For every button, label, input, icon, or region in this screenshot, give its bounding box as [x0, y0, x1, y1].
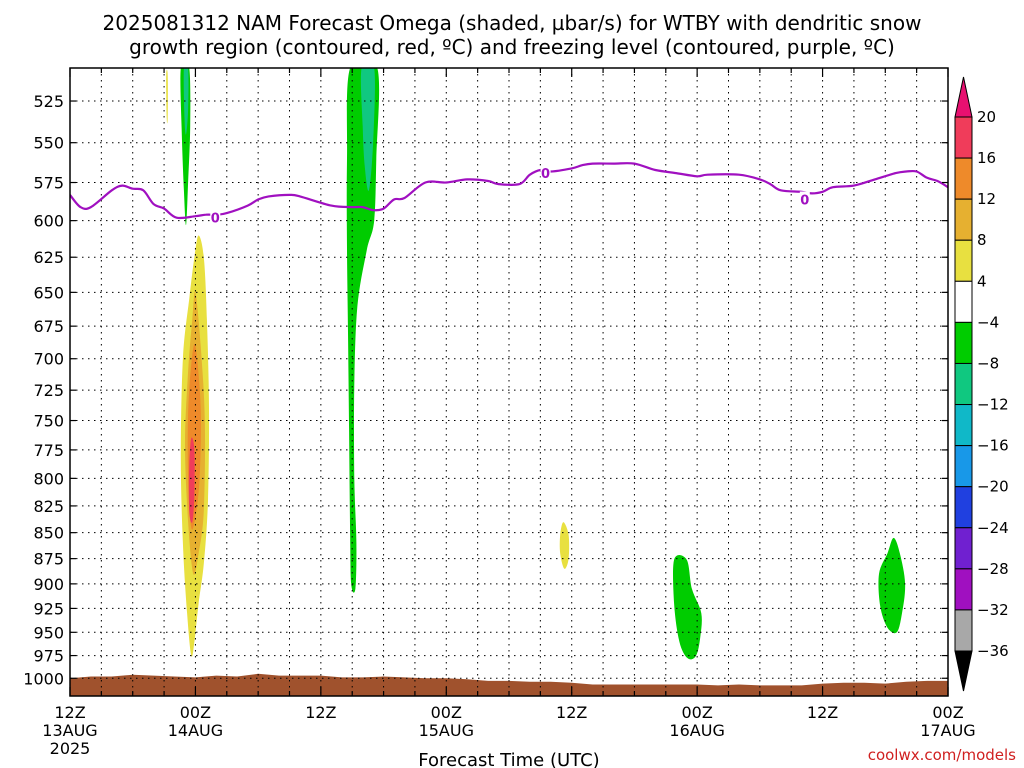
freezing-level-label: 0 — [541, 167, 550, 182]
y-tick-label: 900 — [33, 575, 64, 594]
y-tick-label: 600 — [33, 212, 64, 231]
x-tick-label-date: 14AUG — [168, 721, 223, 740]
y-tick-label: 550 — [33, 134, 64, 153]
upward-motion-strip-2 — [346, 68, 380, 593]
colorbar-label: 8 — [977, 231, 987, 249]
y-tick-label: 575 — [33, 174, 64, 193]
chart-title-line-2: growth region (contoured, red, ºC) and f… — [129, 35, 895, 59]
x-tick-label-date: 16AUG — [669, 721, 724, 740]
colorbar-label: −4 — [977, 313, 999, 331]
x-tick-label-time: 00Z — [932, 703, 963, 722]
freezing-level-label: 0 — [800, 193, 809, 208]
surface-terrain — [70, 673, 948, 696]
colorbar-label: 12 — [977, 190, 996, 208]
y-tick-label: 925 — [33, 599, 64, 618]
y-tick-label: 875 — [33, 550, 64, 569]
colorbar-swatch — [954, 198, 973, 241]
y-tick-label: 700 — [33, 350, 64, 369]
surface-terrain-fill — [70, 673, 948, 696]
colorbar-label: −16 — [977, 437, 1009, 455]
y-tick-label: 525 — [33, 92, 64, 111]
colorbar-swatch — [954, 280, 973, 323]
colorbar-label: 4 — [977, 272, 987, 290]
colorbar-label: −20 — [977, 478, 1009, 496]
positive-omega-plume-16 — [188, 437, 195, 523]
dotted-grid — [70, 68, 948, 696]
colorbar-swatch — [954, 157, 973, 200]
plot-area: 0 0 0 — [70, 68, 948, 696]
x-tick-label-year: 2025 — [50, 739, 91, 758]
colorbar-label: −8 — [977, 354, 999, 372]
x-tick-label-time: 00Z — [431, 703, 462, 722]
colorbar-swatch — [954, 527, 973, 570]
small-yellow-spike — [166, 69, 168, 124]
colorbar-label: −36 — [977, 642, 1009, 660]
freezing-level-label: 0 — [211, 212, 220, 227]
x-tick-label-time: 12Z — [556, 703, 587, 722]
freezing-level-contour: 0 0 0 — [70, 162, 948, 227]
x-tick-label-date: 17AUG — [920, 721, 975, 740]
colorbar-swatch — [954, 445, 973, 488]
colorbar-swatch — [954, 239, 973, 282]
colorbar-label: −24 — [977, 519, 1009, 537]
colorbar-swatch — [954, 609, 973, 652]
contour-label-bg — [210, 209, 221, 225]
x-tick-label-time: 00Z — [681, 703, 712, 722]
chart-title-line-1: 2025081312 NAM Forecast Omega (shaded, µ… — [103, 11, 922, 35]
y-tick-label: 650 — [33, 283, 64, 302]
y-tick-label: 825 — [33, 497, 64, 516]
upward-motion-blob-4 — [878, 537, 906, 634]
x-tick-label-time: 12Z — [305, 703, 336, 722]
colorbar-label: 16 — [977, 149, 996, 167]
small-positive-blob — [559, 522, 570, 569]
x-tick-label-time: 00Z — [180, 703, 211, 722]
x-tick-label-date: 13AUG — [42, 721, 97, 740]
x-tick-label-time: 12Z — [54, 703, 85, 722]
freezing-level-line — [70, 162, 948, 220]
upward-motion-strip-1-core — [183, 68, 189, 135]
x-tick-label-time: 12Z — [807, 703, 838, 722]
colorbar-swatch — [954, 486, 973, 529]
colorbar-swatch — [954, 321, 973, 364]
y-tick-label: 675 — [33, 317, 64, 336]
upward-motion-blob-3 — [673, 555, 702, 660]
y-tick-label: 625 — [33, 248, 64, 267]
omega-shaded-regions — [166, 68, 906, 660]
colorbar-label: −28 — [977, 560, 1009, 578]
y-tick-label: 775 — [33, 441, 64, 460]
x-axis-label: Forecast Time (UTC) — [418, 750, 599, 768]
y-tick-label: 850 — [33, 524, 64, 543]
colorbar-bottom-arrow — [954, 650, 973, 692]
contour-label-bg — [799, 191, 810, 207]
y-tick-label: 1000 — [23, 669, 64, 688]
y-tick-label: 950 — [33, 623, 64, 642]
y-axis-pressure: 525 550 575 600 625 650 675 700 725 750 775 800 825 8… — [23, 92, 948, 688]
upward-motion-strip-2-core — [360, 68, 375, 191]
x-tick-label-date: 15AUG — [419, 721, 474, 740]
y-tick-label: 975 — [33, 647, 64, 666]
colorbar-top-arrow — [954, 76, 973, 118]
colorbar-label: −12 — [977, 396, 1009, 414]
y-tick-label: 725 — [33, 381, 64, 400]
omega-colorbar: 20 16 12 8 4 −4 −8 −12 −16 −20 −24 −28 −32 −36 — [954, 76, 1009, 692]
colorbar-swatch — [954, 362, 973, 406]
colorbar-swatch — [954, 568, 973, 611]
colorbar-swatch — [954, 116, 973, 159]
colorbar-label: −32 — [977, 601, 1009, 619]
y-tick-label: 750 — [33, 412, 64, 431]
credit-text: coolwx.com/models — [868, 746, 1016, 764]
colorbar-swatch — [954, 404, 973, 447]
y-tick-label: 800 — [33, 469, 64, 488]
colorbar-label: 20 — [977, 108, 996, 126]
contour-label-bg — [540, 165, 551, 181]
